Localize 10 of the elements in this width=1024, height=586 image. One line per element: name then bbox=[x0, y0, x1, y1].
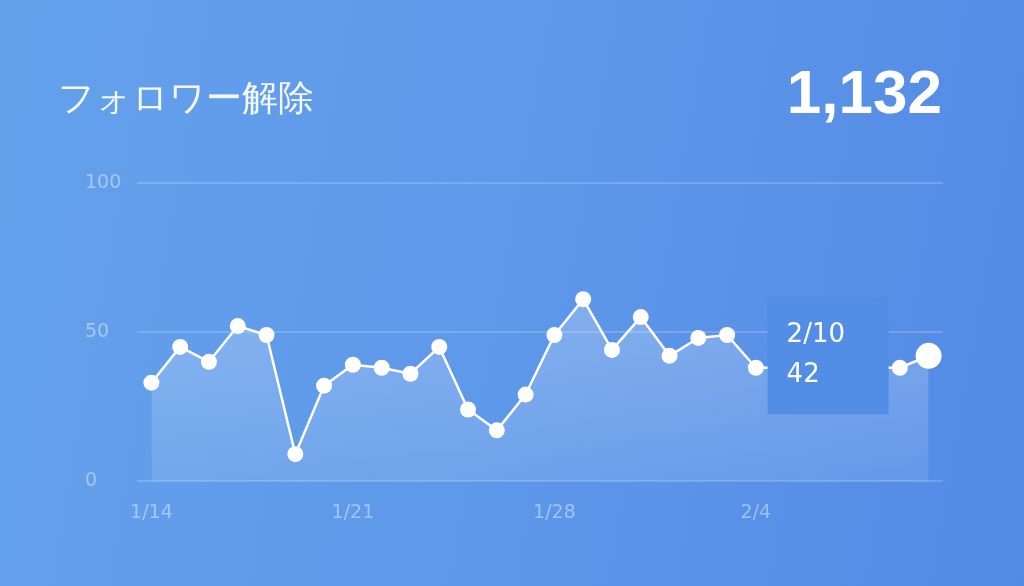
x-tick-label: 1/14 bbox=[130, 500, 173, 523]
x-tick-label: 2/4 bbox=[740, 500, 772, 523]
y-tick-label: 0 bbox=[85, 467, 98, 490]
text: 1,132 bbox=[786, 57, 942, 127]
annotation: 2/10 42 bbox=[786, 318, 845, 389]
y-tick-label: 50 bbox=[85, 318, 110, 341]
y-tick-label: 100 bbox=[85, 169, 122, 192]
chart-title: フォロワー解除 bbox=[58, 77, 314, 118]
x-tick-label: 1/28 bbox=[533, 500, 576, 523]
x-tick-label: 1/21 bbox=[331, 500, 375, 523]
